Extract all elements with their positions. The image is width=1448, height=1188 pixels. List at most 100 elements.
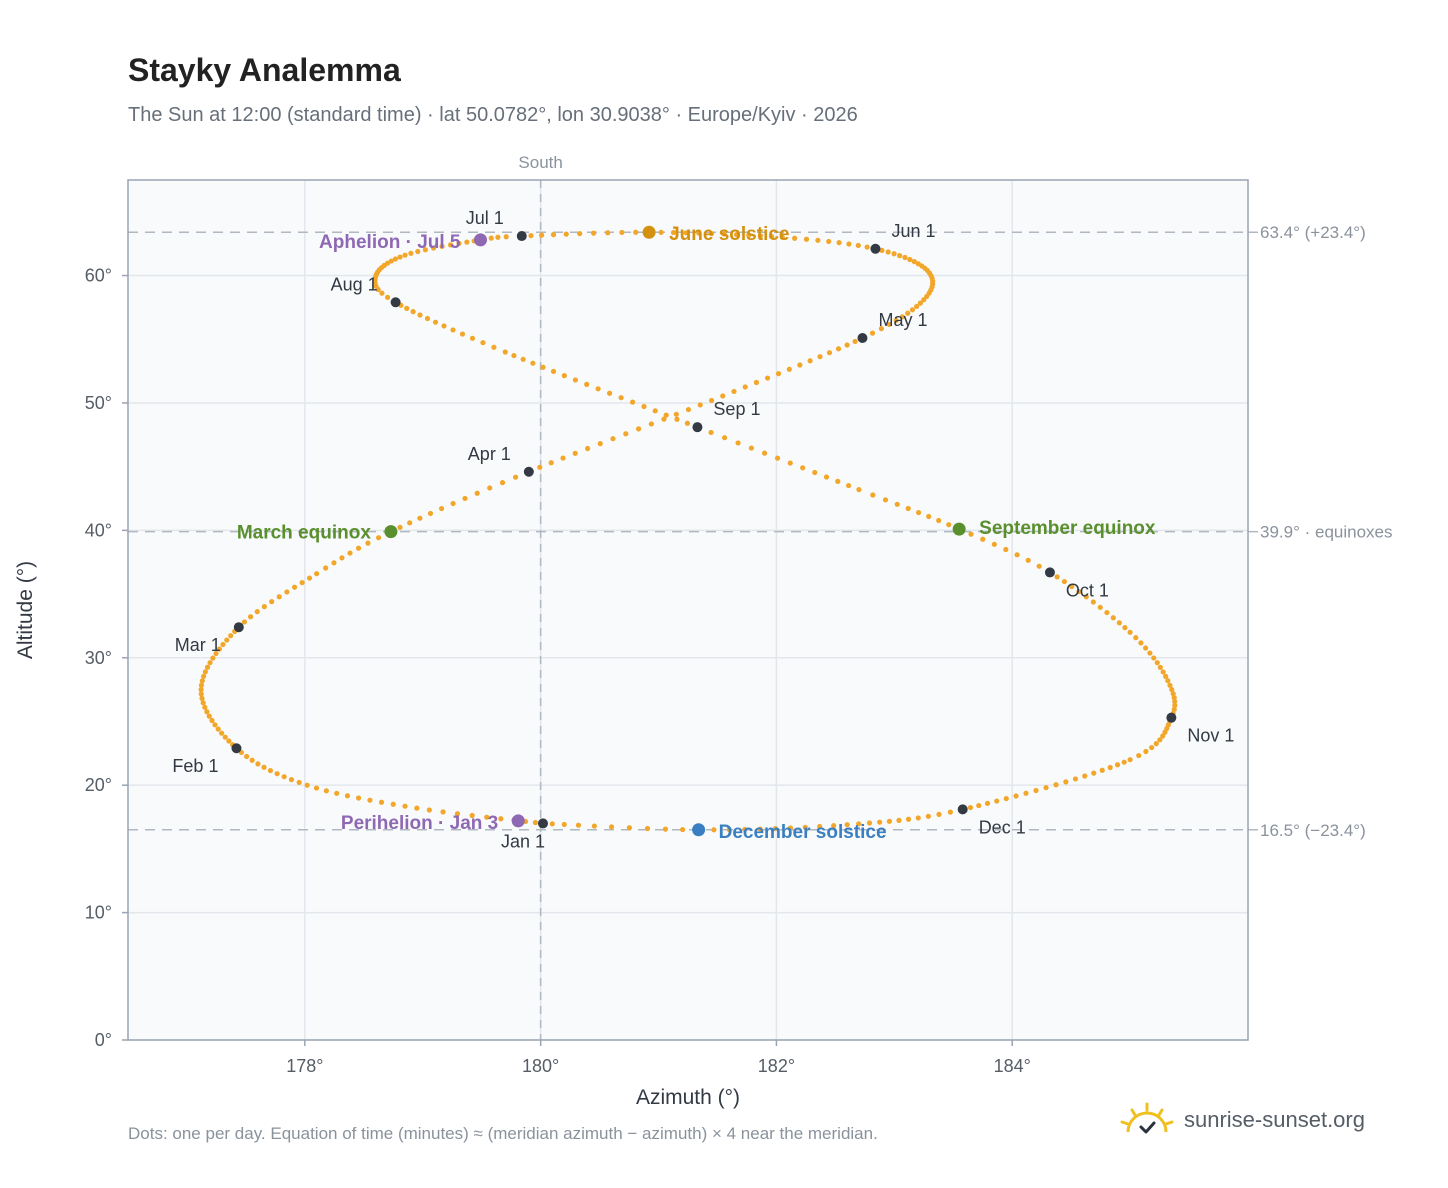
month-marker-label: Jul 1 [466,208,504,228]
daily-sun-dot [731,388,737,395]
daily-sun-dot [641,403,647,410]
y-tick-label: 50° [85,393,112,413]
month-marker-label: Dec 1 [979,817,1026,837]
daily-sun-dot [299,579,305,586]
month-marker-label: Jan 1 [501,831,545,851]
daily-sun-dot [281,774,287,780]
daily-sun-dot [670,229,677,236]
daily-sun-dot [404,305,410,311]
daily-sun-dot [261,604,267,610]
daily-sun-dot [623,431,629,437]
daily-sun-dot [560,455,566,461]
daily-sun-dot [1099,767,1105,773]
sun-logo-icon [1120,1102,1174,1134]
daily-sun-dot [1122,625,1128,631]
key-event-dot [642,225,656,239]
daily-sun-dot [680,826,686,833]
daily-sun-dot [936,517,942,524]
daily-sun-dot [572,450,578,456]
daily-sun-dot [355,795,362,801]
daily-sun-dot [323,565,329,571]
month-marker-dot [233,622,244,633]
daily-sun-dot [269,599,275,605]
daily-sun-dot [288,777,295,783]
daily-sun-dot [219,730,225,736]
daily-sun-dot [314,571,320,577]
daily-sun-dot [441,323,447,329]
month-marker-label: Oct 1 [1066,580,1109,600]
daily-sun-dot [905,310,911,316]
key-event-dot [692,823,706,837]
daily-sun-dot [206,713,212,719]
month-marker-dot [231,743,242,754]
daily-sun-dot [1169,686,1175,693]
daily-sun-dot [697,402,703,408]
daily-sun-dot [520,356,526,362]
daily-sun-dot [339,555,345,561]
daily-sun-dot [209,717,215,724]
daily-sun-dot [1153,741,1159,747]
daily-sun-dot [464,239,470,245]
daily-sun-dot [1143,748,1149,755]
daily-sun-dot [696,230,702,236]
daily-sun-dot [1043,785,1049,791]
daily-sun-dot [415,248,421,255]
daily-sun-dot [585,445,591,452]
daily-sun-dot [202,669,208,675]
daily-sun-dot [390,801,396,807]
daily-sun-dot [764,375,771,381]
daily-sun-dot [331,560,337,566]
key-event-label: March equinox [237,523,372,544]
daily-sun-dot [629,399,636,405]
daily-sun-dot [1171,695,1177,701]
daily-sun-dot [610,436,616,442]
daily-sun-dot [856,821,862,827]
daily-sun-dot [432,319,439,325]
daily-sun-dot [424,315,431,322]
daily-sun-dot [1127,629,1133,635]
daily-sun-dot [532,819,539,826]
daily-sun-dot [1053,782,1059,788]
south-label: South [518,153,562,172]
daily-sun-dot [886,321,892,328]
brand-logo[interactable]: sunrise-sunset.org [1120,1102,1365,1138]
daily-sun-dot [1171,706,1177,712]
daily-sun-dot [1033,787,1039,794]
daily-sun-dot [491,344,497,350]
daily-sun-dot [487,485,493,491]
daily-sun-dot [367,797,373,803]
daily-sun-dot [844,822,850,828]
daily-sun-dot [684,420,690,426]
daily-sun-dot [591,823,597,829]
daily-sun-dot [807,358,813,364]
daily-sun-dot [1003,546,1009,553]
month-marker-dot [1044,567,1055,578]
daily-sun-dot [254,609,260,615]
daily-sun-dot [530,360,536,366]
daily-sun-dot [792,235,798,241]
month-marker-dot [957,804,968,815]
daily-sun-dot [708,429,714,436]
daily-sun-dot [1138,640,1144,646]
daily-sun-dot [742,826,748,833]
daily-sun-dot [946,522,952,528]
x-tick-label: 182° [758,1056,795,1076]
daily-sun-dot [915,261,921,267]
daily-sun-dot [708,397,715,404]
daily-sun-dot [1072,776,1079,782]
y-tick-label: 60° [85,266,112,286]
daily-sun-dot [817,823,823,830]
daily-sun-dot [877,819,883,825]
key-event-label: Perihelion · Jan 3 [341,813,498,834]
daily-sun-dot [1061,578,1068,585]
daily-sun-dot [663,412,669,418]
daily-sun-dot [1160,669,1166,675]
daily-sun-dot [902,254,908,261]
daily-sun-dot [885,249,891,255]
daily-sun-dot [459,331,466,337]
daily-sun-dot [772,825,778,832]
daily-sun-dot [899,314,905,320]
daily-sun-dot [644,825,651,832]
daily-sun-dot [606,390,613,396]
daily-sun-dot [201,673,207,679]
